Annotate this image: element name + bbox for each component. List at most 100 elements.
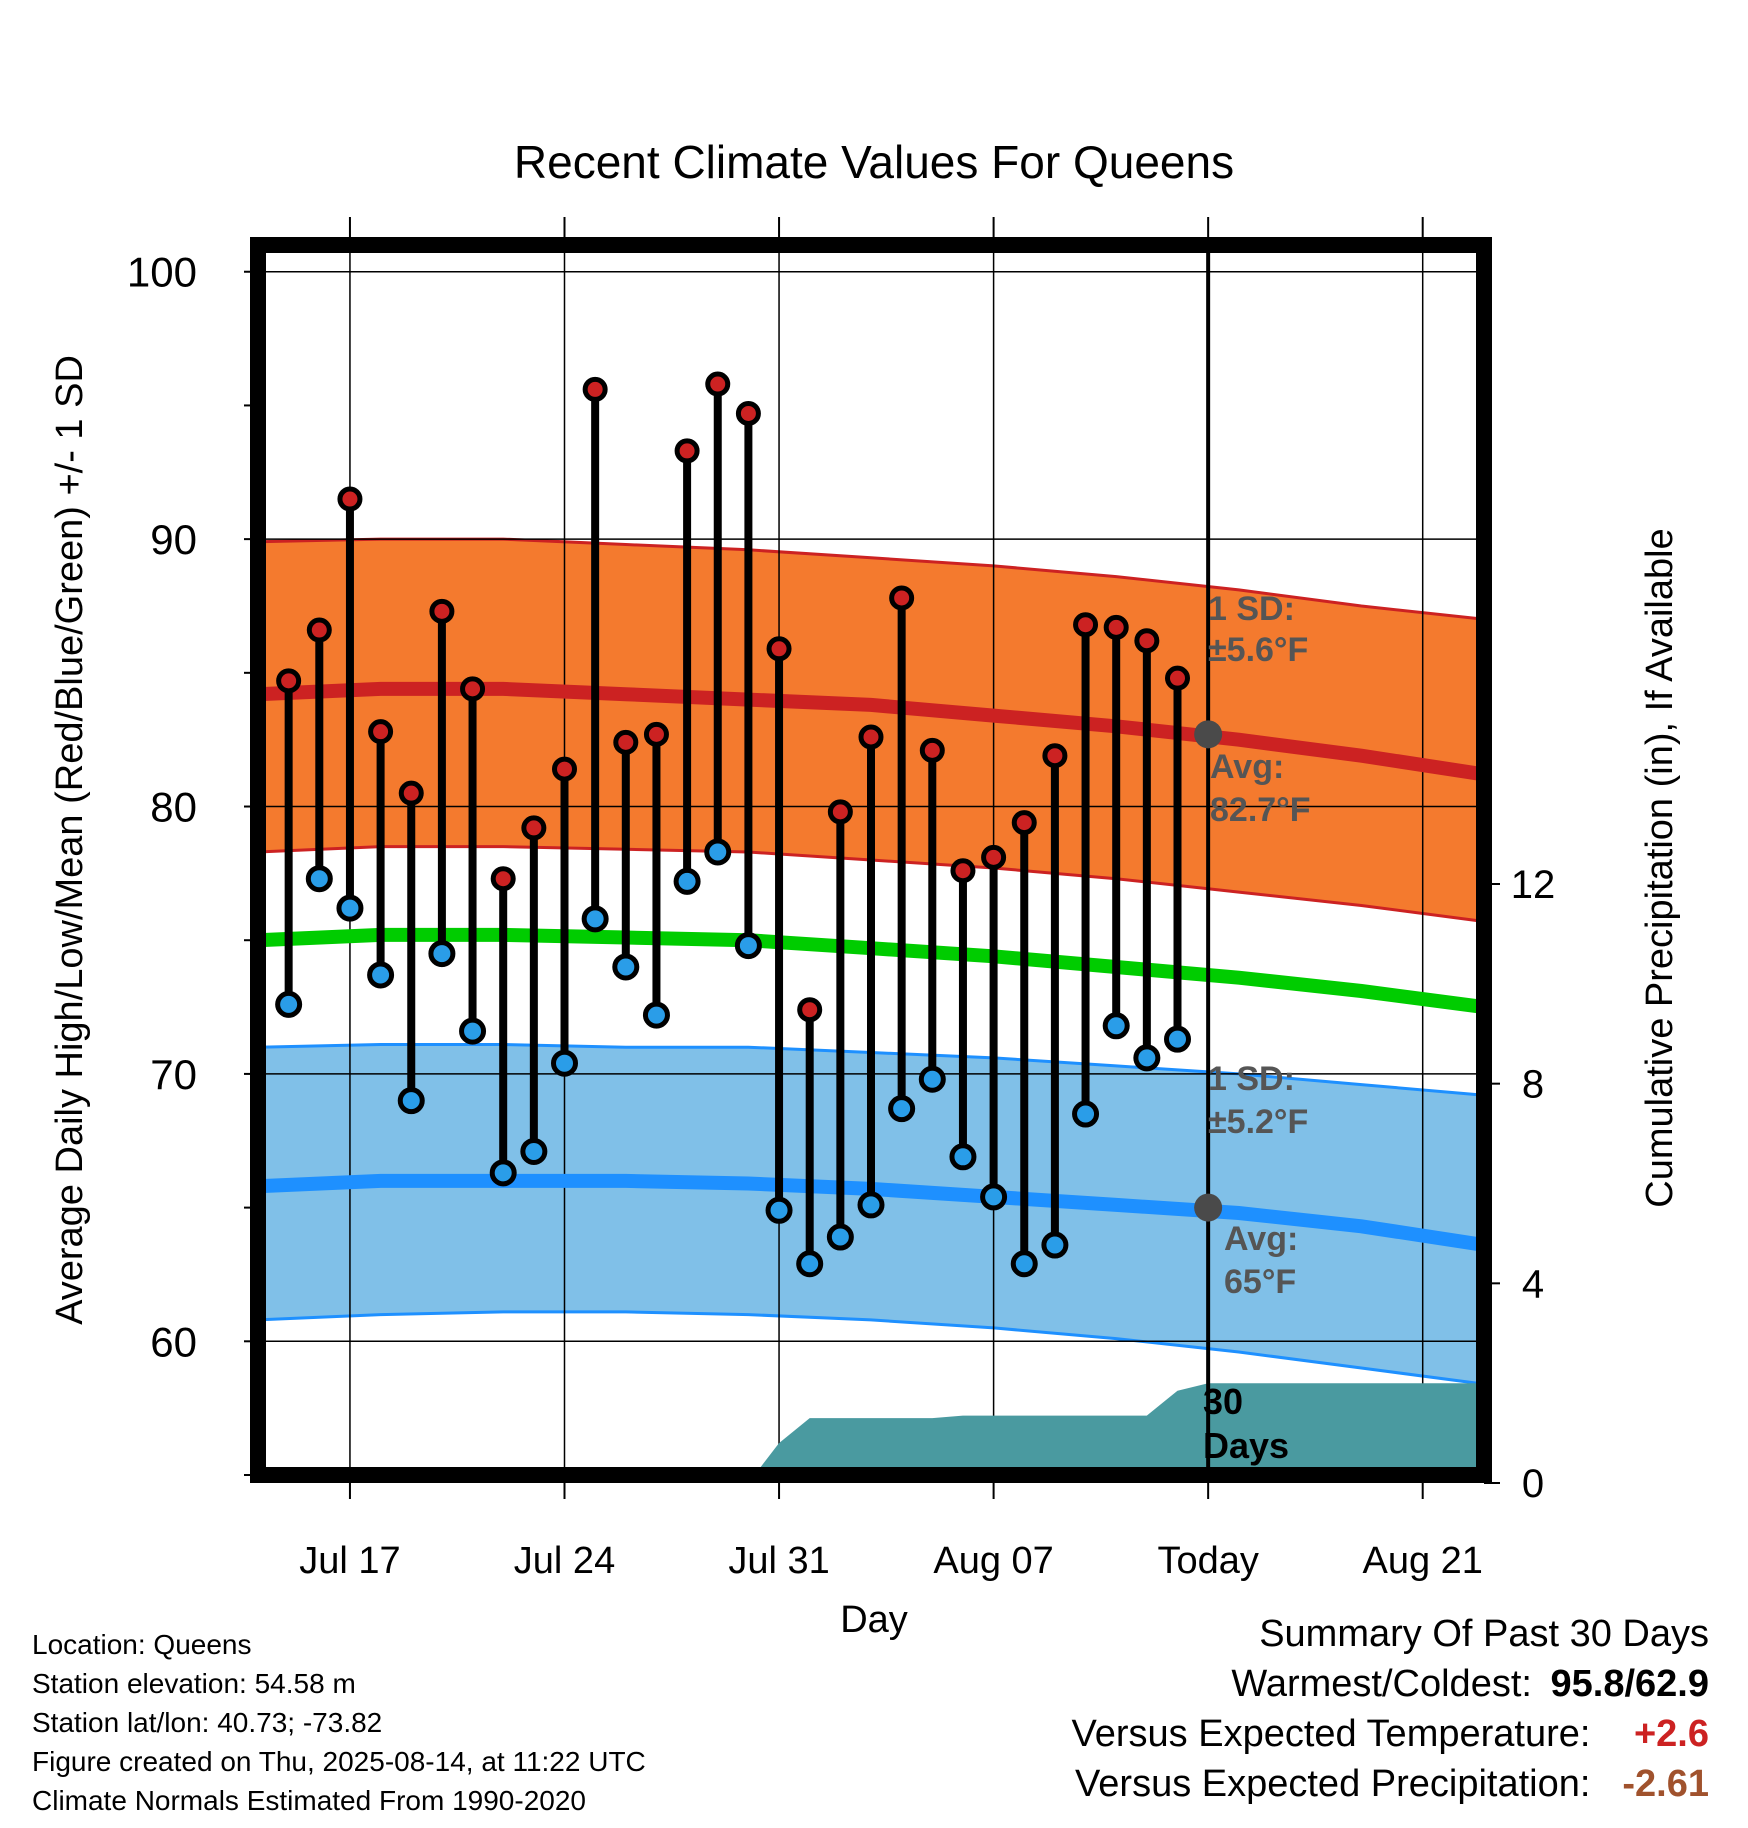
high-temperature-point [735,400,761,426]
x-axis-label: Day [840,1599,908,1641]
y-tick-label: 90 [150,516,197,563]
high-temperature-point [919,737,945,763]
warmest-label: Warmest/Coldest: [1231,1663,1532,1705]
y2-tick-label: 0 [1522,1462,1544,1506]
x-tick-label: Jul 17 [299,1540,400,1582]
plot-frame [250,237,1492,1483]
high-temperature-point [1103,614,1129,640]
low-avg-value: 65°F [1224,1263,1296,1301]
high-temperature-point [1042,743,1068,769]
low-temperature-point [796,1250,824,1278]
y-tick-label: 70 [150,1051,197,1098]
low-temperature-point [1164,1025,1191,1053]
high-temperature-point [368,719,394,745]
x-tick-label: Jul 31 [728,1540,829,1582]
high-sd-label: 1 SD: [1208,590,1295,628]
low-temperature-point [1041,1231,1069,1259]
summary-precip-row: Versus Expected Precipitation: -2.61 [1072,1763,1709,1813]
temp-value: +2.6 [1633,1713,1709,1755]
low-temperature-point [980,1183,1008,1211]
high-temperature-point [306,617,332,643]
normals-text: Climate Normals Estimated From 1990-2020 [32,1785,586,1816]
high-temperature-point [643,721,669,747]
y-axis-label: Average Daily High/Low/Mean (Red/Blue/Gr… [49,355,91,1325]
low-temperature-point [826,1223,854,1251]
high-avg-value: 82.7°F [1210,791,1311,829]
high-temperature-point [674,438,700,464]
y2-tick-label: 4 [1522,1262,1544,1306]
low-temperature-point [1010,1250,1038,1278]
low-temperature-point [765,1196,793,1224]
x-tick-label: Jul 24 [514,1540,615,1582]
low-temperature-point [336,894,364,922]
high-temperature-point [552,756,577,782]
low-temperature-point [305,865,333,893]
low-temperature-point [1102,1012,1130,1040]
high-temperature-point [276,668,302,694]
high-temperature-point [1011,810,1037,836]
y2-axis-label: Cumulative Precipitation (in), If Availa… [1639,528,1681,1207]
low-temperature-point [551,1049,578,1077]
high-temperature-point [889,585,915,611]
low-temperature-point [612,953,640,981]
temp-label: Versus Expected Temperature: [1071,1713,1591,1755]
low-temperature-point [489,1159,517,1187]
summary-temp-row: Versus Expected Temperature: +2.6 [1072,1713,1709,1763]
high-temperature-point [613,729,639,755]
low-temperature-point [888,1095,916,1123]
high-temperature-point [490,866,516,892]
low-temperature-point [949,1143,977,1171]
precip-label: Versus Expected Precipitation: [1075,1763,1591,1805]
x-tick-label: Today [1157,1540,1258,1582]
latlon-text: Station lat/lon: 40.73; -73.82 [32,1707,383,1738]
y2-tick-label: 8 [1522,1063,1544,1107]
low-temperature-point [520,1137,548,1165]
high-temperature-point [337,486,363,512]
days-number-label: 30 [1203,1381,1243,1422]
high-temperature-point [950,858,976,884]
low-temperature-point [734,932,762,960]
station-info: Location: Queens Station elevation: 54.5… [32,1625,646,1820]
location-text: Location: Queens [32,1629,252,1660]
summary-warmest-row: Warmest/Coldest: 95.8/62.9 [1072,1663,1709,1713]
high-temperature-point [827,799,853,825]
low-temperature-point [642,1001,670,1029]
precipitation-area [748,1383,1484,1483]
high-avg-label: Avg: [1210,748,1284,786]
high-temperature-point [766,636,792,662]
y2-tick-label: 12 [1511,863,1556,907]
days-word-label: Days [1203,1425,1289,1466]
x-tick-label: Aug 21 [1362,1540,1482,1582]
low-sd-lower-edge [257,1310,1485,1386]
warmest-value: 95.8/62.9 [1550,1663,1709,1705]
y-tick-label: 80 [150,784,197,831]
chart-title: Recent Climate Values For Queens [514,136,1234,188]
low-temperature-point [1072,1100,1100,1128]
summary-panel: Summary Of Past 30 Days Warmest/Coldest:… [1072,1613,1709,1813]
low-temperature-point [673,867,701,895]
y-tick-label: 60 [150,1318,197,1365]
low-avg-label: Avg: [1224,1220,1298,1258]
created-text: Figure created on Thu, 2025-08-14, at 11… [32,1746,646,1777]
high-temperature-point [1134,628,1160,654]
low-temperature-point [428,940,456,968]
summary-title: Summary Of Past 30 Days [1259,1613,1709,1655]
precip-value: -2.61 [1622,1763,1709,1805]
low-temperature-point [459,1017,487,1045]
high-temperature-point [858,724,884,750]
low-temperature-point [918,1065,946,1093]
low-sd-label: 1 SD: [1208,1060,1295,1098]
x-tick-label: Aug 07 [933,1540,1053,1582]
high-temperature-point [398,780,424,806]
low-temperature-point [581,905,609,933]
low-temperature-point [275,990,303,1018]
low-temperature-point [1133,1044,1161,1072]
high-temperature-point [1165,665,1190,691]
low-temperature-point [367,961,395,989]
elevation-text: Station elevation: 54.58 m [32,1668,356,1699]
high-temperature-point [1073,612,1099,638]
high-temperature-point [460,676,486,702]
high-sd-value: ±5.6°F [1208,631,1308,669]
low-temperature-point [397,1087,425,1115]
